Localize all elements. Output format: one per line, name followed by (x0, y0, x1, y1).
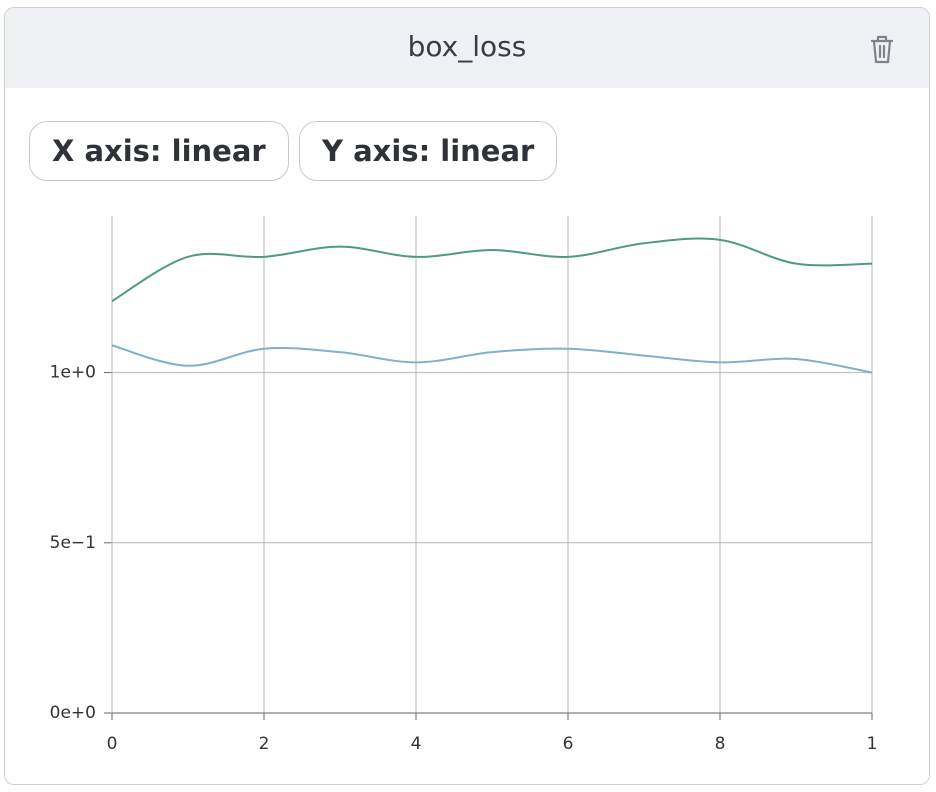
x-axis-scale-button[interactable]: X axis: linear (29, 121, 289, 181)
chart-card: box_loss X axis: linear Y axis: linear (4, 7, 930, 785)
card-header: box_loss (5, 8, 929, 88)
x-tick-label: 1 (867, 734, 878, 754)
delete-icon[interactable] (867, 32, 897, 66)
y-axis-scale-button[interactable]: Y axis: linear (299, 121, 558, 181)
x-tick-label: 4 (411, 734, 422, 754)
y-tick-label: 5e−1 (50, 533, 96, 553)
x-tick-label: 6 (563, 734, 574, 754)
y-tick-label: 0e+0 (50, 703, 96, 723)
card-title: box_loss (407, 30, 527, 63)
x-tick-label: 2 (259, 734, 270, 754)
series-line (111, 237, 873, 302)
series-line (111, 344, 873, 374)
y-tick-label: 1e+0 (50, 363, 96, 383)
x-tick-label: 8 (715, 734, 726, 754)
x-tick-label: 0 (107, 734, 118, 754)
